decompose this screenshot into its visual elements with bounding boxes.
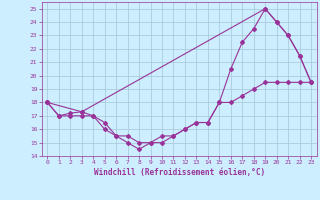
X-axis label: Windchill (Refroidissement éolien,°C): Windchill (Refroidissement éolien,°C) <box>94 168 265 177</box>
